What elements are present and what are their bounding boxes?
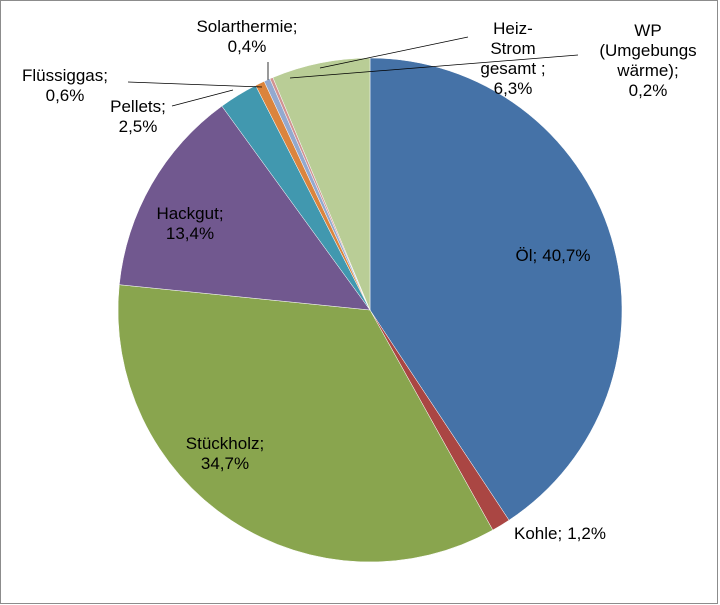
category-line: Hackgut; (156, 204, 223, 223)
category-label: Öl; (516, 246, 538, 265)
data-label: WP (Umgebungs wärme); 0,2% (599, 21, 696, 100)
category-label: Stückholz; (186, 434, 264, 453)
leader-line (127, 81, 263, 88)
value-label: 6,3% (494, 79, 533, 98)
category-line: Heiz- (493, 19, 533, 38)
data-label: Pellets; 2,5% (110, 97, 166, 136)
value-label: 0,2% (629, 81, 668, 100)
pie-slice (272, 57, 371, 311)
pie (117, 57, 623, 563)
value-label: 1,2% (567, 524, 606, 543)
pie-slice (117, 284, 494, 563)
data-label: Solarthermie; 0,4% (196, 17, 297, 56)
value-label: 13,4% (166, 224, 214, 243)
category-line: WP (634, 21, 661, 40)
data-label: Kohle; 1,2% (514, 524, 606, 543)
pie-slice (118, 105, 371, 311)
category-line: Kohle; (514, 524, 562, 543)
leader-line (171, 89, 234, 107)
category-line: Solarthermie; (196, 17, 297, 36)
category-line: Stückholz; (186, 434, 264, 453)
category-line: Strom (490, 39, 535, 58)
value-label: 40,7% (542, 246, 590, 265)
category-label: Pellets; (110, 97, 166, 116)
category-line: gesamt ; (480, 59, 545, 78)
labels: Öl; 40,7% Kohle; 1,2% Stückholz; 34,7% Hackgut… (22, 17, 697, 543)
leader-line (289, 54, 579, 79)
category-line: Flüssiggas; (22, 66, 108, 85)
category-line: Öl; (516, 246, 538, 265)
value-label: 0,6% (46, 86, 85, 105)
value-label: 0,4% (228, 37, 267, 56)
value-label: 34,7% (201, 454, 249, 473)
category-label: Flüssiggas; (22, 66, 108, 85)
value-label: 2,5% (119, 117, 158, 136)
data-label: Öl; 40,7% (516, 246, 591, 265)
data-label: Flüssiggas; 0,6% (22, 66, 108, 105)
category-label: Hackgut; (156, 204, 223, 223)
category-line: wärme); (616, 61, 678, 80)
category-label: Kohle; (514, 524, 562, 543)
category-line: Pellets; (110, 97, 166, 116)
pie-slice (369, 57, 623, 521)
data-label: Hackgut; 13,4% (156, 204, 223, 243)
data-label: Heiz-Strom gesamt ; 6,3% (480, 19, 545, 98)
category-label: Solarthermie; (196, 17, 297, 36)
category-label: Heiz-Strom gesamt ; (480, 19, 545, 78)
leader-line (319, 36, 469, 69)
category-label: WP (Umgebungs wärme); (599, 21, 696, 80)
category-line: (Umgebungs (599, 41, 696, 60)
data-label: Stückholz; 34,7% (186, 434, 264, 473)
